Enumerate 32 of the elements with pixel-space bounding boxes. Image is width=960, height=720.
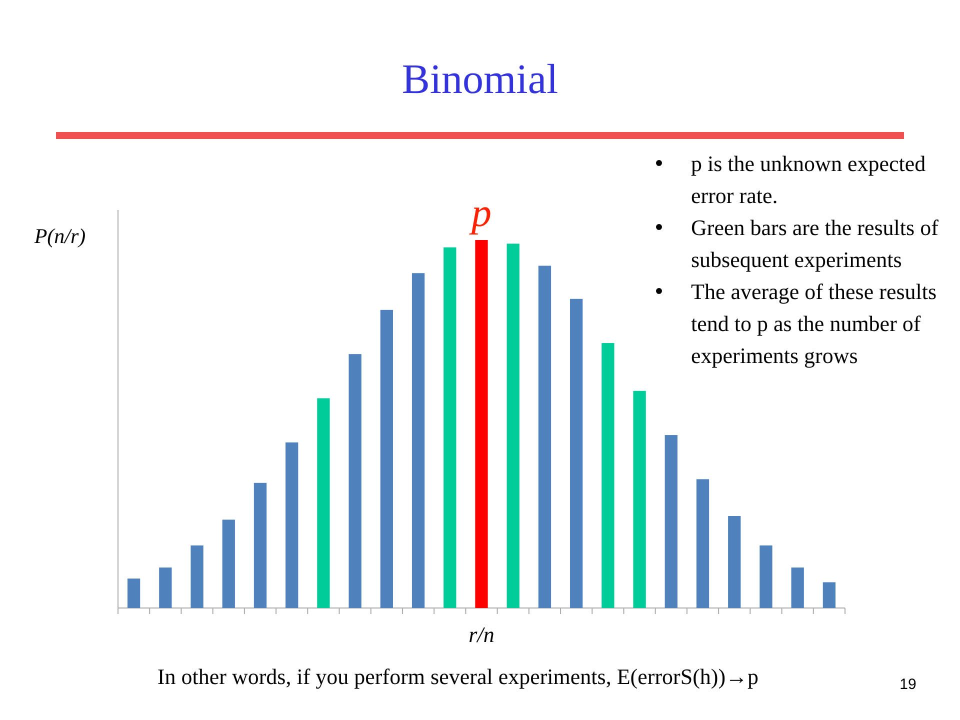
text: p is the unknown expected error rate. [691, 151, 926, 208]
bar [696, 479, 710, 608]
bar [127, 578, 140, 608]
bar [602, 343, 614, 608]
bar [538, 266, 552, 608]
bar [286, 442, 298, 608]
bar [317, 398, 330, 608]
bar [159, 568, 172, 608]
annotation: The average of these results tend to p as the number of experiments grows [691, 279, 937, 368]
annotation: Green bars are the results of subsequent experiments [691, 215, 940, 272]
bar [222, 520, 235, 608]
bar [190, 545, 204, 608]
bar [380, 310, 393, 608]
text: p [468, 190, 492, 235]
text: 19 [900, 676, 916, 693]
bar [822, 582, 836, 608]
bar [506, 244, 520, 608]
chart-title: Binomial [402, 57, 558, 103]
bar [444, 247, 456, 608]
bar [348, 354, 362, 608]
bar [791, 568, 804, 608]
bar [570, 298, 583, 608]
text: In other words, if you perform several experiments, E(errorS(h))→p [157, 664, 759, 689]
bar [760, 545, 772, 608]
bar [664, 435, 678, 608]
bar [254, 482, 267, 608]
bar [412, 273, 425, 608]
y-axis-title: P(n/r) [33, 224, 86, 248]
bar [475, 240, 488, 608]
bar [633, 390, 646, 608]
x-axis-title: r/n [468, 622, 494, 647]
bar [728, 516, 741, 608]
